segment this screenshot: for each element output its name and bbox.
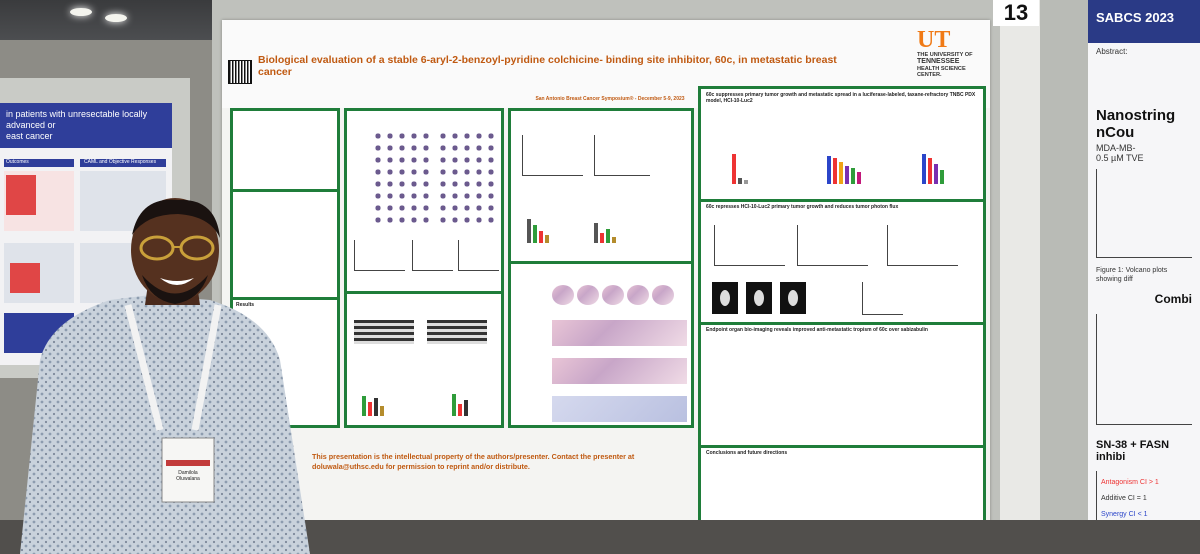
mouse-image <box>746 282 772 314</box>
expansion-plot <box>862 282 903 315</box>
tissue-image <box>602 285 624 305</box>
left-poster-outcomes: Outcomes <box>6 159 29 165</box>
legend-additive: Additive CI = 1 <box>1101 495 1147 502</box>
qr-code-icon <box>228 60 252 84</box>
tumor-growth-plot <box>714 225 785 266</box>
bioimaging-heading: Endpoint organ bio-imaging reveals impro… <box>706 327 928 333</box>
bioimaging-panel <box>701 325 983 445</box>
poster-footer-line-2: doluwala@uthsc.edu for permission to rep… <box>312 462 530 471</box>
migration-plot <box>458 240 499 271</box>
results-heading: Results <box>236 302 255 308</box>
bar-chart <box>527 215 549 243</box>
left-poster-table <box>80 171 166 231</box>
right-poster-combi: Combi <box>1154 292 1192 306</box>
right-poster-plot-title: Nanostring nCou <box>1096 107 1176 141</box>
volcano-plot <box>1096 169 1192 258</box>
legend-antagonism: Antagonism CI > 1 <box>1101 479 1159 486</box>
conclusions-heading: Conclusions and future directions <box>706 450 788 456</box>
right-poster-abstract-text <box>1088 61 1200 101</box>
results-panel <box>233 300 337 425</box>
bar-chart <box>452 392 468 416</box>
right-poster-abstract-label: Abstract: <box>1096 47 1128 56</box>
structure-panel <box>233 192 337 297</box>
ihc-image-row <box>552 396 687 422</box>
left-poster-bar <box>10 263 40 293</box>
legend-synergy: Synergy CI < 1 <box>1101 511 1148 518</box>
mouse-image <box>780 282 806 314</box>
right-poster-plot-subtitle: MDA-MB- <box>1096 143 1136 153</box>
tissue-image <box>577 285 599 305</box>
left-poster-footer-block <box>4 313 74 353</box>
volcano-plot <box>1096 314 1192 425</box>
ihc-image-row <box>552 320 687 346</box>
metastasis-heading: 60c suppresses primary tumor growth and … <box>706 92 976 104</box>
tissue-image <box>652 285 674 305</box>
mouse-image <box>712 282 738 314</box>
poster-title: Biological evaluation of a stable 6-aryl… <box>258 54 837 78</box>
bar-chart <box>827 150 861 184</box>
right-poster-section: SN-38 + FASN inhibi <box>1096 439 1170 463</box>
photon-flux-heading: 60c represses HCI-10-Luc2 primary tumor … <box>706 204 899 210</box>
tissue-image <box>627 285 649 305</box>
colony-image-grid <box>437 130 497 226</box>
tumor-growth-plot <box>594 135 650 176</box>
left-poster-caml: CAML and Objective Responses <box>84 159 157 165</box>
right-poster-figure-caption: Figure 1: Volcano plots showing diff <box>1096 267 1168 283</box>
badge-name: Damilola Oluwalana <box>176 470 200 482</box>
western-panel <box>347 294 501 425</box>
ut-logo-icon: UT <box>917 27 951 53</box>
floor <box>0 520 1200 554</box>
left-poster-label-bar <box>80 159 166 167</box>
university-logo: UT THE UNIVERSITY OF TENNESSEE HEALTH SC… <box>917 27 987 78</box>
tissue-image <box>552 285 574 305</box>
left-poster-bar <box>6 175 36 215</box>
migration-plot <box>412 240 453 271</box>
booth-number: 13 <box>993 0 1039 26</box>
left-poster-title: in patients with unresectable locally ad… <box>0 103 172 148</box>
western-blot <box>354 320 414 344</box>
body-weight-plot <box>887 225 958 266</box>
tumor-growth-plot <box>522 135 583 176</box>
right-poster-header: SABCS 2023 <box>1088 0 1200 43</box>
poster-footer-line-1: This presentation is the intellectual pr… <box>312 452 635 461</box>
bar-chart <box>732 150 748 184</box>
ceiling-light <box>70 8 92 16</box>
photon-flux-plot <box>797 225 868 266</box>
bar-chart <box>362 392 384 416</box>
ceiling-light <box>105 14 127 22</box>
migration-plot <box>354 240 405 271</box>
left-poster-table <box>80 243 166 303</box>
abstract-panel <box>233 111 337 189</box>
right-poster-plot-subtitle-2: 0.5 µM TVE <box>1096 153 1144 163</box>
bar-chart <box>922 150 944 184</box>
poster-meeting: San Antonio Breast Cancer Symposium® - D… <box>535 96 685 102</box>
poster-easel-post <box>1000 0 1040 554</box>
western-blot <box>427 320 487 344</box>
ihc-image-row <box>552 358 687 384</box>
right-poster: SABCS 2023 Abstract: Nanostring nCou MDA… <box>1088 0 1200 554</box>
left-poster-label-bar <box>4 159 74 167</box>
colony-image-grid <box>372 130 432 226</box>
left-poster: in patients with unresectable locally ad… <box>0 103 172 365</box>
main-poster: Biological evaluation of a stable 6-aryl… <box>222 20 990 550</box>
bar-chart <box>594 215 616 243</box>
